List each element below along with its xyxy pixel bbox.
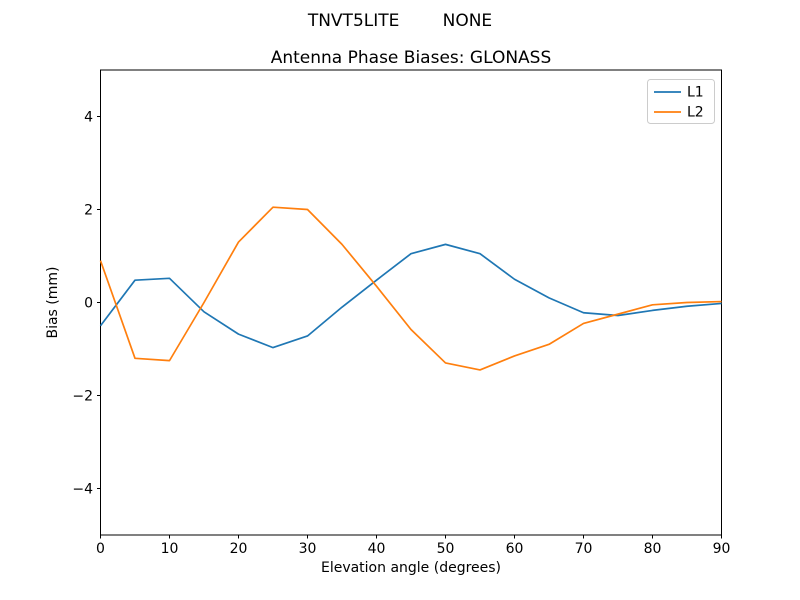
legend-frame bbox=[647, 79, 715, 124]
x-tick-label: 80 bbox=[644, 541, 662, 557]
x-tick-label: 20 bbox=[230, 541, 248, 557]
x-axis-label: Elevation angle (degrees) bbox=[321, 560, 501, 576]
chart-title: Antenna Phase Biases: GLONASS bbox=[271, 48, 552, 68]
data-series bbox=[99, 206, 722, 371]
series-line-l1 bbox=[99, 243, 722, 349]
legend-label-l2: L2 bbox=[687, 105, 704, 121]
x-tick-label: 30 bbox=[299, 541, 317, 557]
y-tick-label: −4 bbox=[72, 482, 93, 498]
x-tick-label: 90 bbox=[713, 541, 731, 557]
series-line-l2 bbox=[99, 206, 722, 371]
y-axis-label: Bias (mm) bbox=[45, 266, 61, 338]
x-tick-label: 60 bbox=[506, 541, 524, 557]
y-tick-label: 2 bbox=[84, 203, 93, 219]
x-tick-label: 10 bbox=[161, 541, 179, 557]
y-tick-label: −2 bbox=[72, 389, 93, 405]
legend-label-l1: L1 bbox=[687, 85, 704, 101]
axis-ticks: 0 10 20 30 40 50 60 70 80 90 −4 −2 0 2 4 bbox=[72, 110, 730, 558]
y-tick-label: 0 bbox=[84, 296, 93, 312]
x-tick-label: 70 bbox=[575, 541, 593, 557]
y-tick-label: 4 bbox=[84, 110, 93, 126]
legend: L1 L2 bbox=[647, 79, 715, 124]
x-tick-label: 40 bbox=[368, 541, 386, 557]
x-tick-label: 50 bbox=[437, 541, 455, 557]
figure-suptitle: TNVT5LITE NONE bbox=[307, 11, 492, 31]
x-tick-label: 0 bbox=[96, 541, 105, 557]
